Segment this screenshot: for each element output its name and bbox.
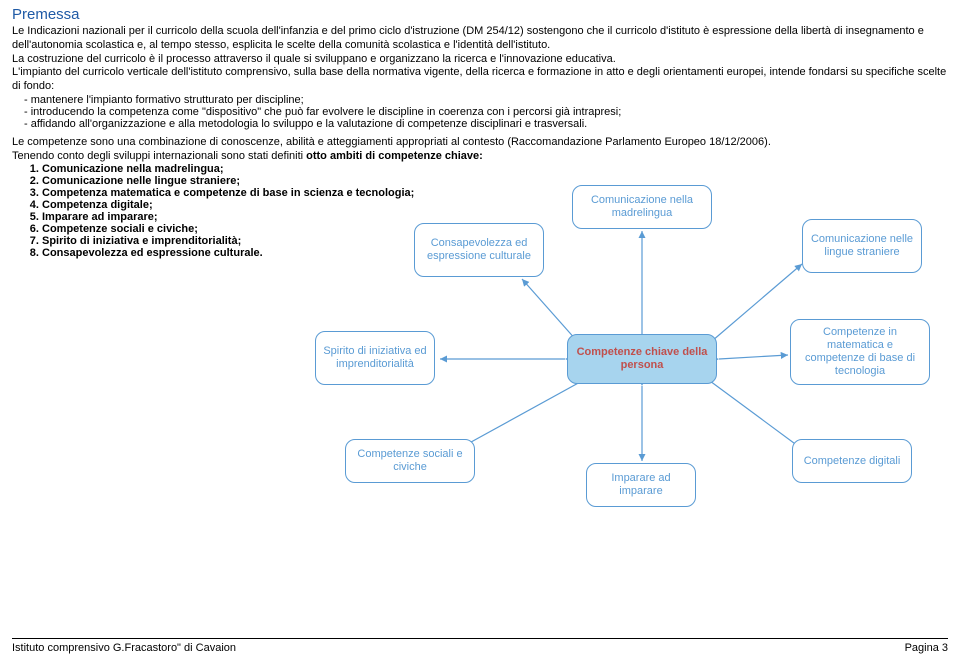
diagram-center-node: Competenze chiave della persona	[567, 334, 717, 384]
footer-right: Pagina 3	[905, 642, 948, 654]
para-1: Le Indicazioni nazionali per il curricol…	[12, 25, 948, 53]
bullet-item: mantenere l'impianto formativo struttura…	[38, 94, 948, 106]
diagram-node-matematica: Competenze in matematica e competenze di…	[790, 319, 930, 385]
diagram-node-iniziativa: Spirito di iniziativa ed imprenditoriali…	[315, 331, 435, 385]
para-3: L'impianto del curricolo verticale dell'…	[12, 66, 948, 94]
diagram-arrow	[719, 355, 788, 359]
bullet-list: mantenere l'impianto formativo struttura…	[12, 94, 948, 130]
diagram-node-madrelingua: Comunicazione nella madrelingua	[572, 185, 712, 229]
intro-paragraphs: Le Indicazioni nazionali per il curricol…	[12, 25, 948, 94]
page-footer: Istituto comprensivo G.Fracastoro" di Ca…	[12, 638, 948, 654]
diagram-arrow	[462, 381, 582, 447]
diagram-arrow	[712, 264, 802, 341]
bullet-item: introducendo la competenza come "disposi…	[38, 106, 948, 118]
competenze-diagram: Competenze chiave della persona Comunicaz…	[12, 159, 932, 519]
diagram-node-digitali: Competenze digitali	[792, 439, 912, 483]
competenze-line-1: Le competenze sono una combinazione di c…	[12, 136, 948, 150]
diagram-node-culturale: Consapevolezza ed espressione culturale	[414, 223, 544, 277]
diagram-arrow	[522, 279, 577, 341]
diagram-node-imparare: Imparare ad imparare	[586, 463, 696, 507]
para-2: La costruzione del curricolo è il proces…	[12, 53, 948, 67]
diagram-arrow	[710, 381, 802, 449]
page-title: Premessa	[12, 6, 948, 23]
diagram-node-straniere: Comunicazione nelle lingue straniere	[802, 219, 922, 273]
bullet-item: affidando all'organizzazione e alla meto…	[38, 118, 948, 130]
footer-left: Istituto comprensivo G.Fracastoro" di Ca…	[12, 642, 236, 654]
diagram-node-sociali: Competenze sociali e civiche	[345, 439, 475, 483]
